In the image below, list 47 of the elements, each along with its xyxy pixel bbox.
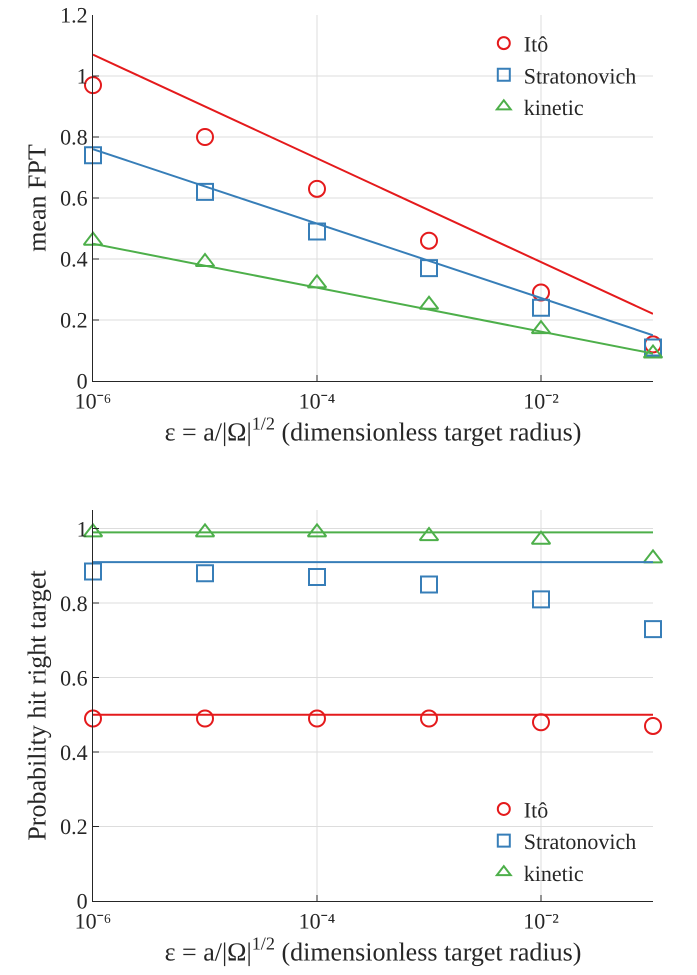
legend-label: kinetic — [524, 860, 584, 886]
y-axis-title: mean FPT — [22, 144, 52, 252]
point — [420, 575, 438, 594]
point — [420, 710, 438, 728]
legend-label: kinetic — [524, 94, 584, 120]
y-tick-label: 0.2 — [60, 308, 88, 333]
y-tick-label: 0.8 — [60, 124, 88, 150]
legend-label: Itô — [524, 32, 548, 57]
y-tick-label: 1.2 — [60, 2, 88, 28]
y-tick-label: 0.4 — [60, 740, 88, 765]
y-tick-label: 0.8 — [60, 590, 88, 616]
point — [308, 568, 326, 586]
point — [532, 713, 550, 732]
x-axis-title: ε = a/|Ω|$^{1/2}$ (dimensionless target radius) — [164, 413, 582, 446]
point — [84, 710, 102, 728]
point — [196, 182, 214, 201]
point — [420, 232, 438, 250]
point — [196, 564, 214, 582]
legend-label: Itô — [524, 798, 548, 823]
x-tick-label: 10⁻⁴ — [298, 908, 336, 934]
point — [644, 620, 662, 638]
x-axis-title: ε = a/|Ω|$^{1/2}$ (dimensionless target radius) — [164, 933, 582, 966]
legend-label: Stratonovich — [524, 63, 636, 88]
y-tick-label: 1 — [76, 516, 88, 542]
point — [532, 590, 550, 608]
x-tick-label: 10⁻² — [523, 388, 560, 414]
point — [644, 716, 662, 735]
point — [644, 338, 662, 356]
point — [420, 259, 438, 278]
y-tick-label: 0.4 — [60, 246, 88, 272]
point — [308, 180, 326, 198]
point — [196, 128, 214, 146]
legend-label: Stratonovich — [524, 829, 636, 854]
x-tick-label: 10⁻² — [523, 908, 560, 934]
x-tick-label: 10⁻⁴ — [298, 388, 336, 414]
point — [84, 146, 102, 164]
y-axis-title: Probability hit right target — [22, 570, 52, 841]
point — [196, 710, 214, 728]
y-tick-label: 0.6 — [60, 665, 88, 690]
y-tick-label: 1 — [76, 64, 88, 89]
point — [532, 284, 550, 302]
y-tick-label: 0.6 — [60, 186, 88, 211]
point — [84, 562, 102, 580]
point — [308, 222, 326, 241]
point — [308, 710, 326, 728]
y-tick-label: 0.2 — [60, 814, 88, 840]
point — [532, 298, 550, 317]
